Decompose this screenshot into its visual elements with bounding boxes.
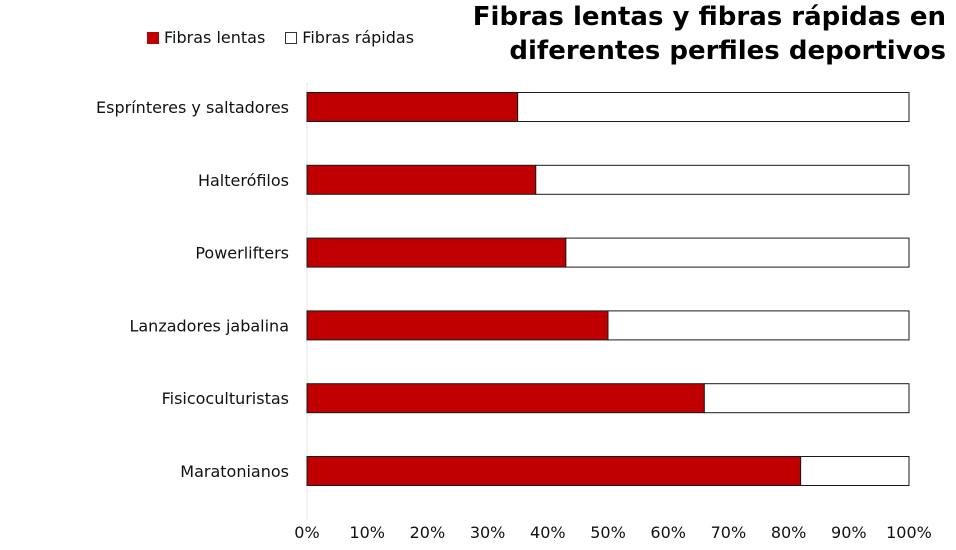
chart-title-line-2: diferentes perfiles deportivos (509, 36, 946, 66)
bar-slow-4 (306, 383, 705, 414)
category-label-3: Lanzadores jabalina (129, 316, 289, 335)
chart-title-line-1: Fibras lentas y fibras rápidas en (472, 2, 946, 32)
bar-fast-1 (535, 164, 910, 195)
x-tick-label-7: 70% (711, 523, 747, 542)
legend-label-slow: Fibras lentas (164, 28, 266, 47)
x-tick-label-10: 100% (886, 523, 932, 542)
bar-fast-3 (607, 310, 910, 341)
chart-legend: Fibras lentas Fibras rápidas (147, 28, 434, 47)
category-label-4: Fisicoculturistas (162, 389, 289, 408)
legend-label-fast: Fibras rápidas (302, 28, 415, 47)
legend-item-fast: Fibras rápidas (285, 28, 414, 47)
bar-fast-4 (703, 383, 910, 414)
x-tick-label-9: 90% (831, 523, 867, 542)
category-label-1: Halterófilos (198, 171, 289, 190)
bar-slow-5 (306, 456, 802, 486)
legend-swatch-slow (147, 31, 159, 44)
bar-slow-3 (306, 310, 609, 341)
x-tick-label-0: 0% (294, 523, 319, 542)
bar-fast-0 (517, 92, 910, 122)
legend-item-slow: Fibras lentas (147, 28, 265, 47)
x-tick-label-4: 40% (530, 523, 566, 542)
legend-swatch-fast (285, 31, 298, 44)
category-label-0: Esprínteres y saltadores (96, 98, 289, 117)
x-tick-label-3: 30% (470, 523, 506, 542)
bar-fast-2 (565, 237, 910, 268)
x-tick-label-1: 10% (349, 523, 385, 542)
x-tick-label-5: 50% (590, 523, 626, 542)
bar-slow-0 (306, 92, 519, 122)
bar-fast-5 (800, 456, 910, 486)
category-label-2: Powerlifters (195, 244, 289, 263)
x-tick-label-8: 80% (771, 523, 807, 542)
category-label-5: Maratonianos (180, 462, 289, 481)
x-tick-label-2: 20% (410, 523, 446, 542)
bar-slow-1 (306, 164, 537, 195)
bar-slow-2 (306, 237, 567, 268)
x-tick-label-6: 60% (650, 523, 686, 542)
